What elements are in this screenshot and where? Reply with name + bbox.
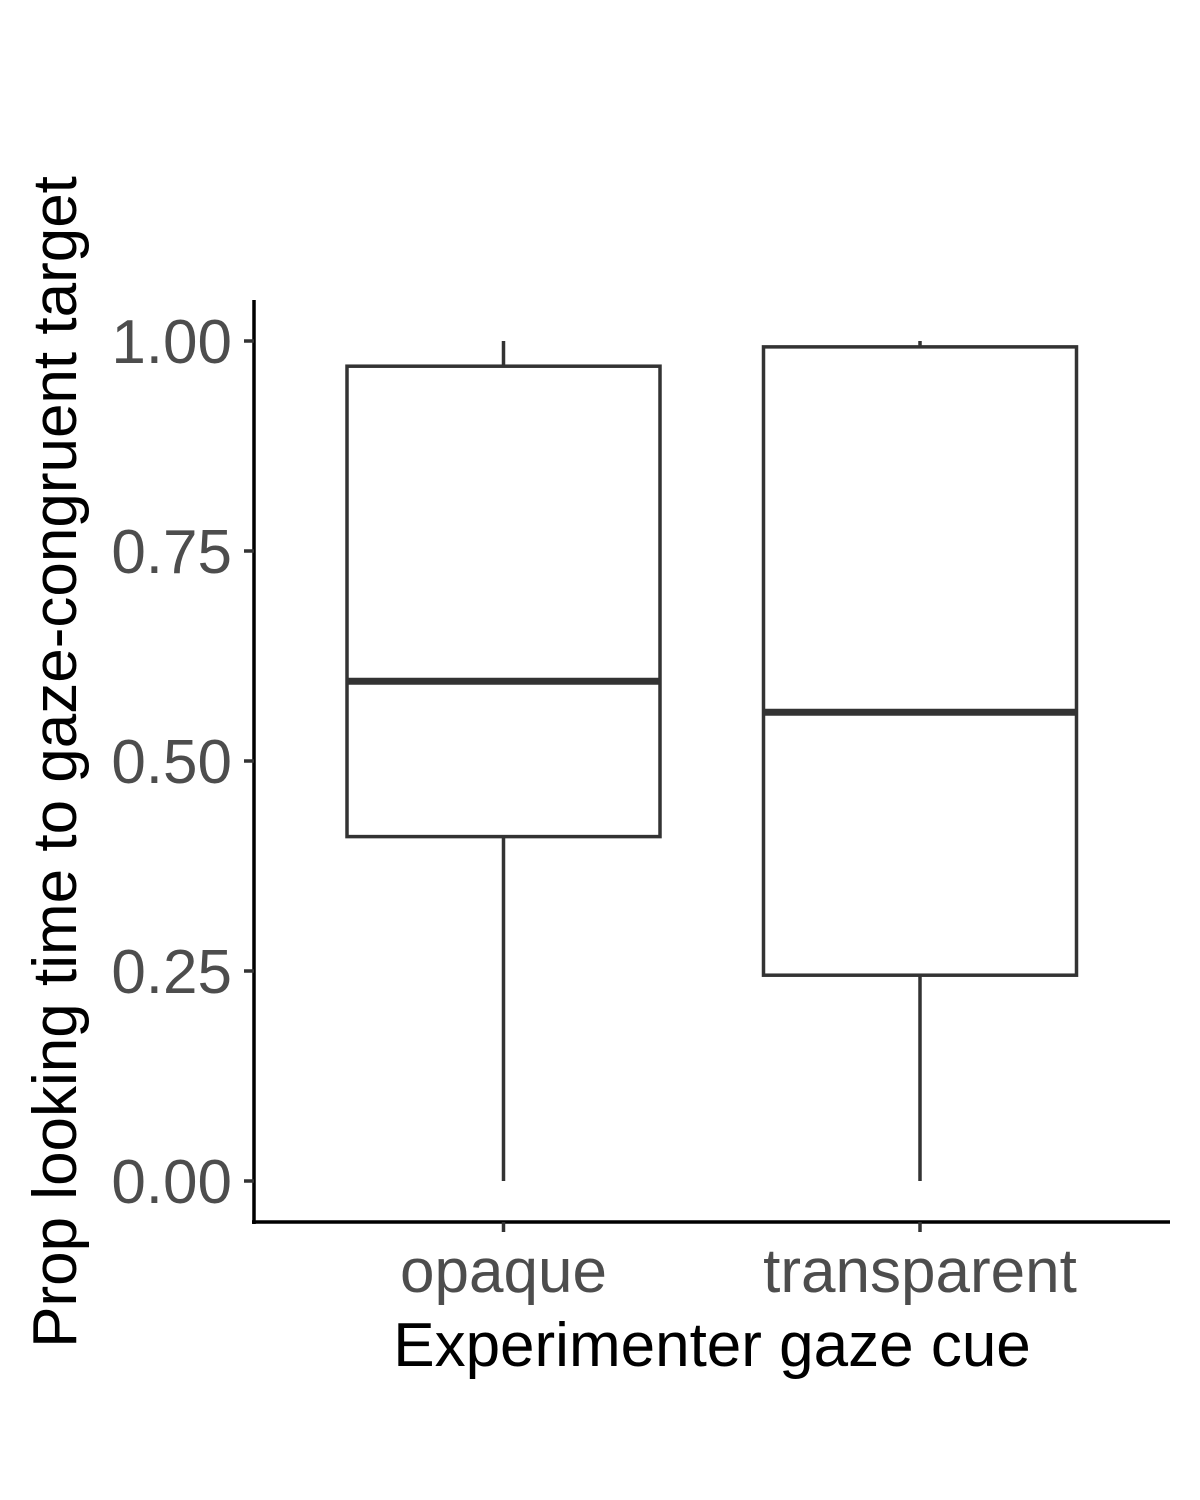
y-tick-label: 0.50: [111, 728, 232, 797]
x-axis-title: Experimenter gaze cue: [393, 1311, 1031, 1380]
y-tick-label: 0.00: [111, 1148, 232, 1217]
y-ticks: 0.00 0.25 0.50 0.75 1.00: [111, 308, 254, 1217]
y-tick-label: 0.25: [111, 938, 232, 1007]
y-tick-label: 1.00: [111, 308, 232, 377]
boxes-layer: [345, 341, 1079, 1181]
box-transparent: [761, 341, 1079, 1181]
x-tick-label-transparent: transparent: [763, 1237, 1077, 1306]
y-tick-label: 0.75: [111, 518, 232, 587]
box-opaque: [345, 341, 662, 1181]
box-iqr: [761, 345, 1079, 977]
box-iqr: [345, 364, 662, 839]
y-axis-title: Prop looking time to gaze-congruent targ…: [21, 176, 90, 1348]
x-tick-label-opaque: opaque: [400, 1237, 607, 1306]
x-ticks: opaque transparent: [400, 1222, 1077, 1306]
